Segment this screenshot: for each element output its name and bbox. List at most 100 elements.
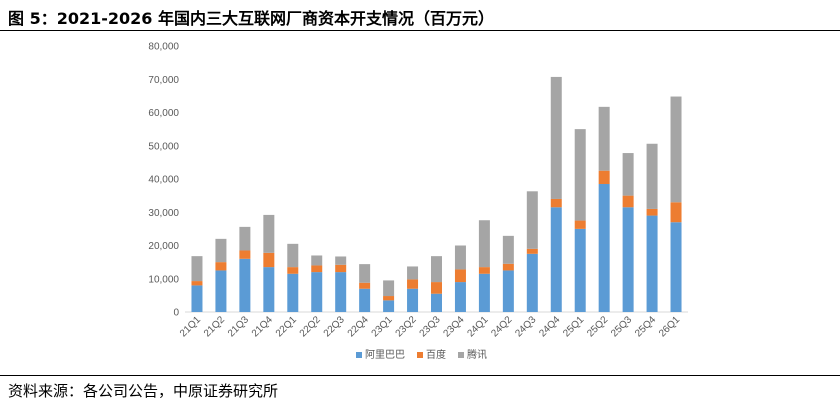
x-tick-label: 22Q3 — [322, 314, 347, 339]
bottom-rule — [0, 375, 840, 376]
bar-segment-alibaba-23Q3 — [431, 293, 442, 312]
x-tick-label: 22Q4 — [346, 314, 371, 339]
bar-segment-alibaba-24Q4 — [550, 207, 562, 312]
x-tick-label: 23Q1 — [370, 314, 395, 339]
bar-segment-alibaba-23Q2 — [407, 288, 419, 312]
x-axis-ticks: 21Q121Q221Q321Q422Q122Q222Q322Q423Q123Q2… — [178, 314, 682, 339]
x-tick-label: 24Q4 — [537, 314, 562, 339]
bar-segment-tencent-25Q2 — [598, 106, 610, 171]
bar-segment-baidu-22Q4 — [359, 282, 371, 289]
bar-segment-tencent-25Q3 — [622, 153, 634, 196]
y-tick-label: 50,000 — [148, 141, 179, 152]
x-tick-label: 23Q2 — [394, 314, 419, 339]
bar-segment-tencent-21Q1 — [191, 256, 203, 282]
bar-segment-baidu-24Q3 — [526, 248, 538, 254]
bar-segment-alibaba-24Q1 — [478, 273, 490, 312]
x-tick-label: 22Q1 — [274, 314, 299, 339]
y-tick-label: 40,000 — [148, 175, 179, 186]
legend-swatch-alibaba — [356, 352, 362, 358]
bar-segment-alibaba-22Q4 — [359, 288, 371, 312]
bar-segment-baidu-26Q1 — [670, 202, 682, 223]
top-rule — [0, 30, 840, 31]
bar-segment-alibaba-21Q2 — [215, 270, 227, 312]
bar-segment-baidu-24Q1 — [478, 267, 490, 274]
bar-segment-alibaba-24Q3 — [526, 253, 538, 312]
bar-segment-baidu-21Q3 — [239, 250, 251, 259]
y-tick-label: 70,000 — [148, 75, 179, 86]
bar-segment-baidu-23Q2 — [407, 279, 419, 289]
bar-segment-tencent-23Q3 — [431, 256, 442, 283]
bar-segment-baidu-25Q4 — [646, 208, 658, 216]
bar-segment-baidu-21Q1 — [191, 281, 203, 286]
bar-segment-alibaba-26Q1 — [670, 222, 682, 312]
legend-label-tencent: 腾讯 — [467, 348, 487, 361]
bar-segment-baidu-25Q3 — [622, 195, 634, 208]
bar-segment-tencent-21Q4 — [263, 214, 275, 253]
bar-segment-alibaba-25Q1 — [574, 228, 586, 312]
x-tick-label: 21Q2 — [202, 314, 227, 339]
bar-segment-tencent-25Q4 — [646, 143, 658, 209]
bar-segment-baidu-21Q2 — [215, 262, 227, 271]
y-tick-label: 20,000 — [148, 241, 179, 252]
bar-segment-alibaba-22Q2 — [311, 272, 323, 312]
bar-segment-tencent-24Q2 — [502, 235, 514, 264]
x-tick-label: 24Q2 — [489, 314, 514, 339]
bar-segment-tencent-21Q3 — [239, 226, 251, 251]
bars — [191, 76, 682, 312]
bar-segment-baidu-22Q2 — [311, 265, 323, 273]
bar-segment-alibaba-24Q2 — [502, 270, 514, 312]
bar-segment-alibaba-23Q4 — [454, 282, 466, 312]
bar-segment-tencent-23Q4 — [454, 245, 466, 270]
legend-label-baidu: 百度 — [426, 348, 446, 361]
bar-segment-alibaba-22Q1 — [287, 273, 299, 312]
legend: 阿里巴巴 百度 腾讯 — [356, 348, 487, 361]
y-tick-label: 60,000 — [148, 108, 179, 119]
bar-segment-baidu-25Q2 — [598, 170, 610, 184]
bar-segment-alibaba-21Q1 — [191, 285, 203, 312]
bar-segment-alibaba-21Q4 — [263, 267, 275, 312]
x-tick-label: 25Q4 — [633, 314, 658, 339]
bar-segment-tencent-22Q3 — [335, 256, 347, 265]
bar-segment-tencent-22Q2 — [311, 255, 323, 266]
source-note: 资料来源：各公司公告，中原证券研究所 — [8, 382, 279, 400]
bar-segment-baidu-22Q1 — [287, 267, 299, 274]
legend-label-alibaba: 阿里巴巴 — [365, 349, 405, 361]
figure-title: 图 5：2021-2026 年国内三大互联网厂商资本开支情况（百万元） — [8, 9, 494, 28]
y-axis-ticks: 0 10,000 20,000 30,000 40,000 50,000 60,000 70,… — [148, 42, 179, 319]
bar-segment-baidu-22Q3 — [335, 264, 347, 273]
x-tick-label: 26Q1 — [657, 314, 682, 339]
bar-segment-tencent-22Q1 — [287, 243, 299, 268]
bar-segment-tencent-25Q1 — [574, 129, 586, 221]
bar-segment-alibaba-25Q4 — [646, 215, 658, 312]
bar-segment-tencent-23Q2 — [407, 266, 419, 280]
x-tick-label: 24Q1 — [465, 314, 490, 339]
bar-segment-tencent-23Q1 — [383, 280, 395, 297]
y-tick-label: 30,000 — [148, 208, 179, 219]
bar-segment-baidu-25Q1 — [574, 220, 586, 229]
bar-segment-alibaba-25Q3 — [622, 207, 634, 312]
x-tick-label: 24Q3 — [513, 314, 538, 339]
bar-segment-tencent-21Q2 — [215, 238, 227, 263]
bar-segment-baidu-23Q1 — [383, 296, 395, 301]
x-tick-label: 25Q3 — [609, 314, 634, 339]
y-tick-label: 10,000 — [148, 274, 179, 285]
x-tick-label: 21Q3 — [226, 314, 251, 339]
x-tick-label: 21Q4 — [250, 314, 275, 339]
x-tick-label: 23Q3 — [418, 314, 443, 339]
bar-segment-alibaba-21Q3 — [239, 258, 251, 312]
bar-segment-tencent-24Q3 — [526, 191, 538, 249]
x-tick-label: 25Q1 — [561, 314, 586, 339]
x-tick-label: 23Q4 — [441, 314, 466, 339]
bar-segment-baidu-24Q4 — [550, 198, 562, 208]
x-tick-label: 21Q1 — [178, 314, 203, 339]
x-tick-label: 25Q2 — [585, 314, 610, 339]
bar-segment-baidu-23Q3 — [431, 282, 442, 294]
bar-segment-baidu-24Q2 — [502, 263, 514, 271]
legend-swatch-baidu — [417, 352, 423, 358]
bar-segment-tencent-26Q1 — [670, 96, 682, 203]
bar-segment-baidu-21Q4 — [263, 252, 275, 268]
bar-segment-alibaba-23Q1 — [383, 300, 395, 312]
bar-segment-tencent-24Q1 — [478, 220, 490, 268]
capex-stacked-bar-chart: 0 10,000 20,000 30,000 40,000 50,000 60,000 70,… — [148, 42, 688, 361]
y-tick-label: 0 — [173, 308, 179, 319]
